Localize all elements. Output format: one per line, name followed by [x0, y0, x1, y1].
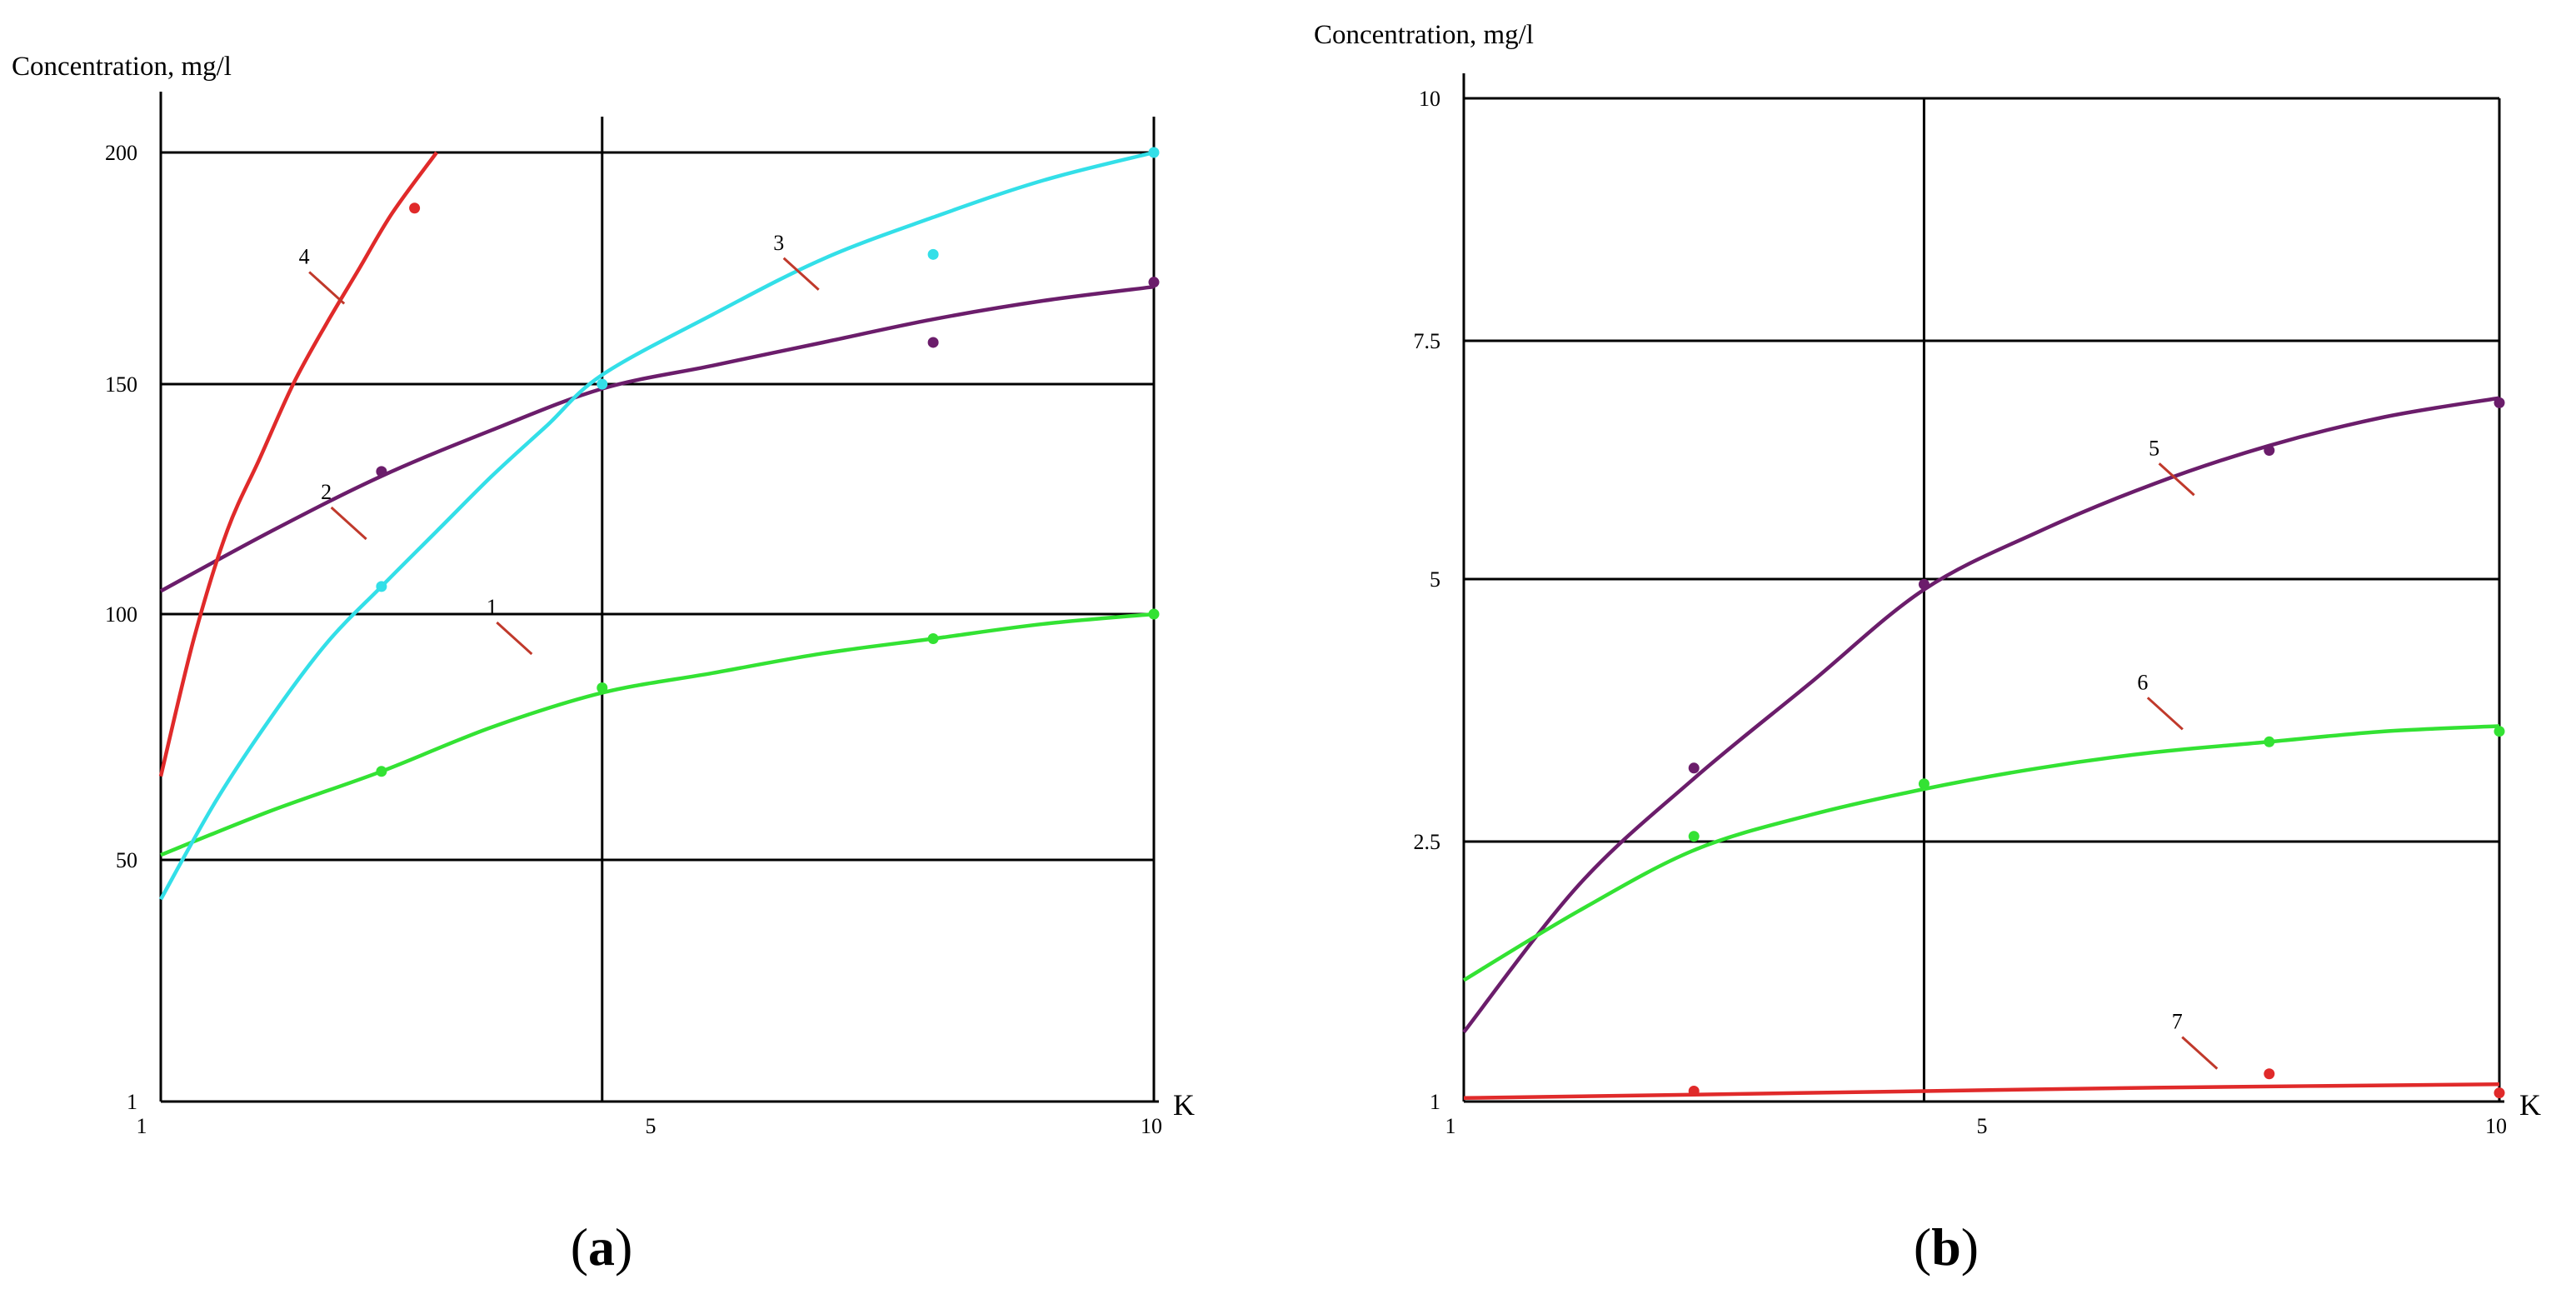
data-point-6-0: [1688, 831, 1700, 842]
data-point-7-0: [1688, 1086, 1700, 1097]
series-7: 7: [1463, 1010, 2505, 1101]
y-tick-label: 2.5: [1414, 830, 1441, 854]
series-5: 5: [1462, 396, 2505, 1034]
series-4: 4: [158, 151, 438, 777]
series-6: 6: [1462, 670, 2505, 982]
x-tick-label: 10: [2485, 1114, 2507, 1138]
series-line-6: [1462, 724, 2500, 982]
series-1: 1: [160, 595, 1160, 857]
y-axis-title: Concentration, mg/l: [1314, 20, 1534, 50]
panel-label-a: (a): [571, 1217, 633, 1277]
data-point-7-2: [2494, 1087, 2505, 1099]
x-tick-label: 1: [1445, 1114, 1456, 1138]
data-point-1-3: [1148, 608, 1160, 620]
data-point-6-1: [1918, 778, 1930, 790]
data-point-3-0: [376, 581, 387, 592]
x-axis-title: K: [2519, 1088, 2541, 1122]
panel-label-b: (b): [1914, 1217, 1979, 1277]
curve-label-7: 7: [2172, 1010, 2183, 1034]
series-line-4: [158, 151, 438, 777]
data-point-4-0: [409, 202, 421, 214]
leader-line-5: [2158, 462, 2195, 497]
curve-label-4: 4: [299, 244, 310, 268]
y-tick-label: 5: [1430, 567, 1440, 592]
series-line-2: [159, 284, 1155, 593]
data-point-6-2: [2264, 736, 2275, 747]
y-tick-label: 100: [105, 602, 137, 627]
leader-line-6: [2146, 697, 2184, 731]
series-line-5: [1462, 396, 2500, 1034]
y-tick-label: 200: [105, 141, 137, 165]
y-tick-label: 150: [105, 372, 137, 397]
curve-label-1: 1: [487, 595, 497, 619]
x-tick-label: 5: [1977, 1114, 1988, 1138]
series-2: 2: [159, 277, 1160, 593]
panel-b: 1 2.5 5 7.5 10 1 5 10 Concentration, mg/l K 5 6 7 (b): [1314, 20, 2541, 1277]
x-axis-title: K: [1173, 1088, 1195, 1122]
data-point-5-3: [2494, 397, 2505, 408]
y-tick-label: 7.5: [1414, 329, 1441, 353]
curve-label-3: 3: [773, 231, 784, 255]
series-line-3: [159, 150, 1155, 901]
data-point-2-2: [1148, 277, 1160, 288]
y-tick-label: 1: [127, 1090, 137, 1114]
y-axis-title: Concentration, mg/l: [12, 52, 232, 82]
data-point-3-3: [1148, 147, 1160, 158]
x-tick-label: 1: [137, 1114, 147, 1138]
series-line-1: [160, 612, 1155, 857]
leader-line-1: [496, 621, 533, 656]
x-tick-label: 10: [1141, 1114, 1162, 1138]
data-point-1-1: [597, 682, 608, 693]
data-point-3-2: [927, 248, 939, 260]
leader-line-4: [308, 271, 346, 305]
data-point-1-2: [927, 633, 939, 644]
data-point-5-2: [2264, 445, 2275, 457]
curve-label-5: 5: [2149, 436, 2159, 460]
y-tick-label: 10: [1419, 87, 1440, 111]
y-tick-label: 1: [1430, 1090, 1440, 1114]
data-point-3-1: [597, 378, 608, 390]
leader-line-7: [2181, 1036, 2219, 1070]
leader-line-2: [330, 506, 367, 541]
curve-label-6: 6: [2137, 670, 2148, 694]
y-tick-label: 50: [116, 848, 137, 872]
curve-label-2: 2: [321, 480, 332, 504]
series-3: 3: [159, 147, 1160, 901]
data-point-7-1: [2264, 1068, 2275, 1080]
x-tick-label: 5: [646, 1114, 656, 1138]
data-point-2-1: [927, 337, 939, 348]
leader-line-3: [782, 257, 820, 291]
data-point-1-0: [376, 766, 387, 777]
data-point-5-0: [1688, 762, 1700, 774]
series-line-7: [1463, 1082, 2500, 1101]
data-point-6-3: [2494, 726, 2505, 737]
data-point-2-0: [376, 466, 387, 477]
data-point-5-1: [1918, 578, 1930, 590]
